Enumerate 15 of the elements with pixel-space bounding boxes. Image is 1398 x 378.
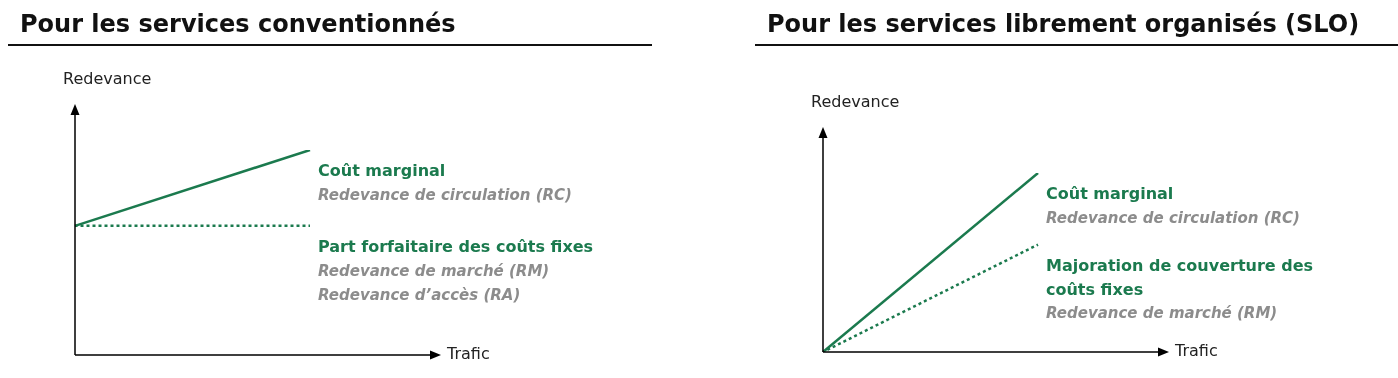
y-axis-title: Redevance bbox=[63, 69, 152, 89]
series-label: Part forfaitaire des coûts fixes bbox=[318, 237, 594, 257]
annotation: Redevance de marché (RM) bbox=[318, 261, 550, 280]
x-axis-title: Trafic bbox=[1174, 341, 1218, 361]
annotation: Redevance de marché (RM) bbox=[1046, 304, 1278, 323]
chart-title: Pour les services librement organisés (SLO) bbox=[755, 10, 1398, 46]
annotation: Redevance de circulation (RC) bbox=[318, 185, 572, 204]
series-label: Majoration de couverture des coûts fixes bbox=[1046, 255, 1314, 299]
x-axis-title: Trafic bbox=[446, 344, 490, 364]
series-label: Coût marginal bbox=[318, 161, 446, 181]
y-axis-title: Redevance bbox=[811, 92, 900, 112]
annotation: Redevance de circulation (RC) bbox=[1046, 208, 1300, 227]
annotation: Redevance d’accès (RA) bbox=[318, 285, 521, 304]
series-label: Coût marginal bbox=[1046, 184, 1174, 204]
chart-title: Pour les services conventionnés bbox=[8, 10, 652, 46]
